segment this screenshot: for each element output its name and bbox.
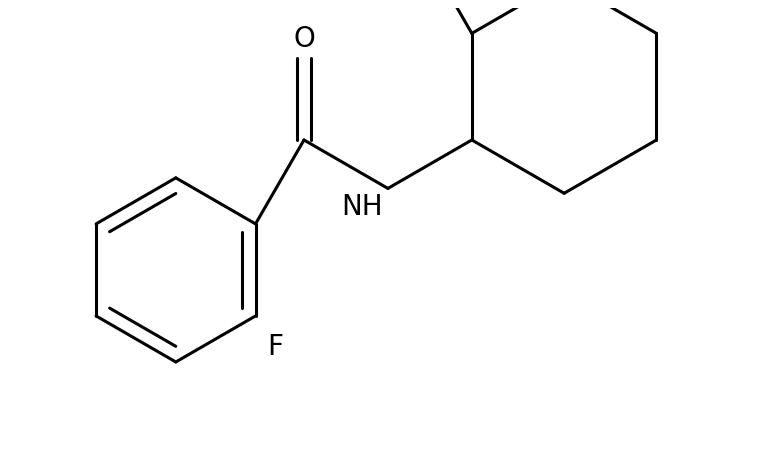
Text: NH: NH	[342, 193, 383, 221]
Text: F: F	[267, 333, 283, 362]
Text: O: O	[293, 25, 315, 53]
